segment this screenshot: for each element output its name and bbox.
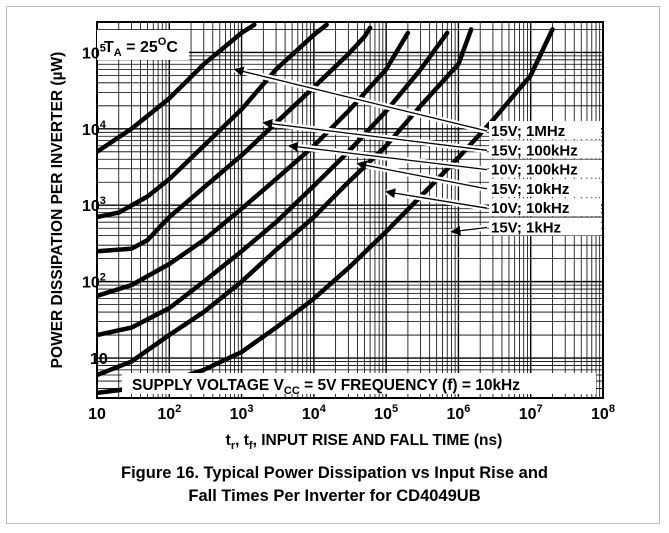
x-tick-label: 105 (374, 403, 398, 423)
x-tick-label: 107 (519, 403, 543, 423)
annotation-label: 15V; 100kHz (491, 142, 578, 159)
x-axis-label: tr, tf, INPUT RISE AND FALL TIME (ns) (226, 432, 503, 452)
temperature-label: TA = 25OC (97, 30, 189, 60)
annotation-leader-arrow (385, 188, 488, 209)
plot-frame (96, 21, 604, 399)
annotation-label-bg (489, 217, 601, 236)
x-tick-label: 103 (230, 403, 254, 423)
x-tick-label: 104 (302, 403, 327, 423)
series-curve-15v-1mhz (97, 22, 257, 155)
x-tick-label: 106 (446, 403, 470, 423)
series-curve-15v-10khz (97, 30, 411, 299)
supply-voltage-label: SUPPLY VOLTAGE VCC = 5V FREQUENCY (f) = … (122, 373, 596, 397)
annotation-leader-arrow (356, 160, 488, 190)
y-axis-ticks: 10 102 103 104 105 (82, 42, 108, 368)
annotation-leader-arrow (450, 225, 488, 236)
y-tick-label: 103 (82, 195, 106, 215)
x-tick-label: 102 (157, 403, 181, 423)
series-curve-10v-100khz (97, 25, 373, 254)
x-axis-ticks: 10 102 103 104 105 106 107 108 (88, 403, 615, 423)
annotation-label-bg (489, 140, 601, 159)
annotation-leader-arrow (262, 118, 488, 151)
x-tick-label: 108 (591, 403, 615, 423)
y-tick-label: 104 (82, 119, 107, 139)
annotation-label: 15V; 10kHz (491, 181, 569, 198)
series-annotations: 15V; 1MHz 15V; 100kHz 10V; 100kHz 15V; 10kH… (233, 66, 601, 237)
annotation-label: 15V; 1MHz (491, 123, 565, 140)
annotation-label: 10V; 10kHz (491, 200, 569, 217)
annotation-label-bg (489, 159, 601, 178)
annotation-label-bg (489, 178, 601, 197)
annotation-leader-arrow (287, 141, 488, 171)
curves (97, 22, 555, 396)
figure-caption-line-2: Fall Times Per Inverter for CD4049UB (188, 487, 481, 505)
y-tick-label: 10 (90, 351, 108, 368)
figure-caption-line-1: Figure 16. Typical Power Dissipation vs … (121, 464, 548, 482)
annotation-leader-arrow (233, 66, 488, 132)
annotation-label: 10V; 100kHz (491, 162, 578, 179)
y-tick-label: 105 (82, 42, 106, 62)
series-curve-10v-10khz (97, 30, 450, 338)
svg-text:SUPPLY VOLTAGE VCC = 5V FREQUE: SUPPLY VOLTAGE VCC = 5V FREQUENCY (f) = … (132, 377, 520, 397)
power-dissipation-chart: TA = 25OC 15V; 1MHz 15V; 100kHz 10V; 100kH… (49, 21, 615, 452)
svg-text:TA = 25OC: TA = 25OC (104, 36, 178, 59)
y-axis-label: POWER DISSIPATION PER INVERTER (µW) (49, 52, 66, 369)
page-border (6, 6, 660, 524)
series-curve-15v-100khz (97, 22, 329, 220)
annotation-label-bg (489, 121, 601, 139)
y-tick-label: 102 (82, 272, 106, 292)
annotation-label: 15V; 1kHz (491, 220, 561, 237)
series-curve-15v-1khz (97, 27, 474, 378)
annotation-label-bg (489, 198, 601, 217)
x-tick-label: 10 (88, 406, 106, 423)
